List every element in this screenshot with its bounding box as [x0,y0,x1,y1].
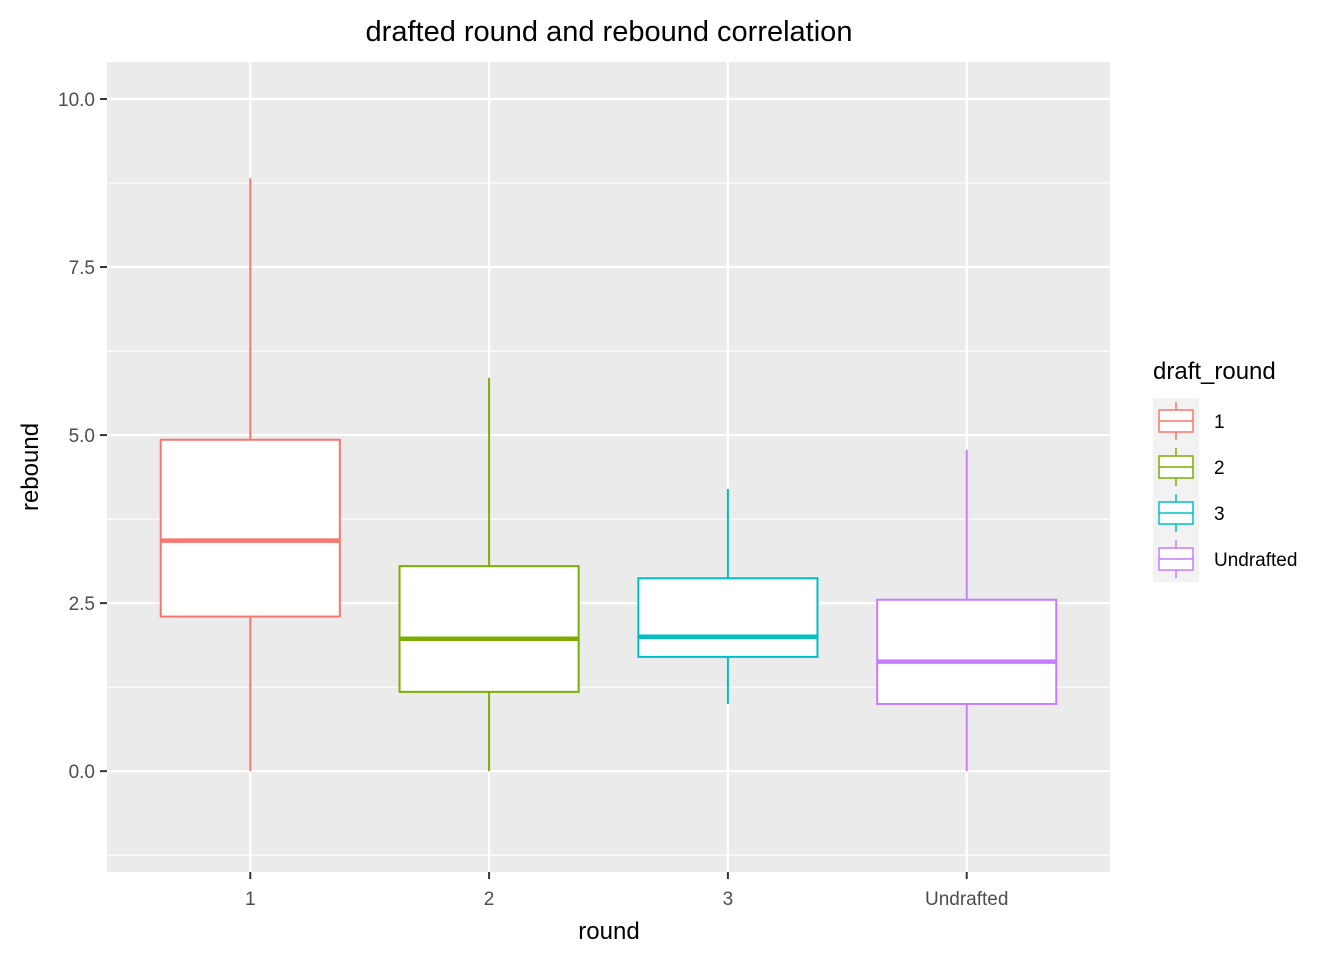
x-tick-label: 3 [723,889,734,910]
box [159,438,341,618]
box [876,598,1058,705]
legend-entry-3: 3 [1153,490,1225,536]
boxplot-undrafted [876,449,1058,772]
box [398,565,580,693]
y-axis-title: rebound [17,423,44,511]
x-tick-label: Undrafted [925,889,1008,910]
boxplot-3 [637,488,819,704]
legend-label: 3 [1214,504,1225,525]
legend: 1 2 3 Undrafted [1153,398,1297,582]
legend-entry-2: 2 [1153,444,1225,490]
y-tick-label: 10.0 [58,90,95,111]
y-tick-label: 0.0 [69,762,95,783]
legend-title: draft_round [1153,358,1276,385]
legend-label: 2 [1214,458,1225,479]
x-tick-label: 1 [245,889,256,910]
chart-title: drafted round and rebound correlation [366,16,853,48]
legend-label: Undrafted [1214,550,1297,571]
box [637,577,819,658]
boxplot-1 [159,178,341,772]
boxplot-2 [398,377,580,772]
x-tick-label: 2 [484,889,495,910]
legend-label: 1 [1214,412,1225,433]
y-tick-label: 2.5 [69,594,95,615]
y-tick-label: 5.0 [69,426,95,447]
x-axis-title: round [578,918,639,945]
legend-entry-undrafted: Undrafted [1153,536,1297,582]
legend-entry-1: 1 [1153,398,1225,444]
y-tick-label: 7.5 [69,258,95,279]
